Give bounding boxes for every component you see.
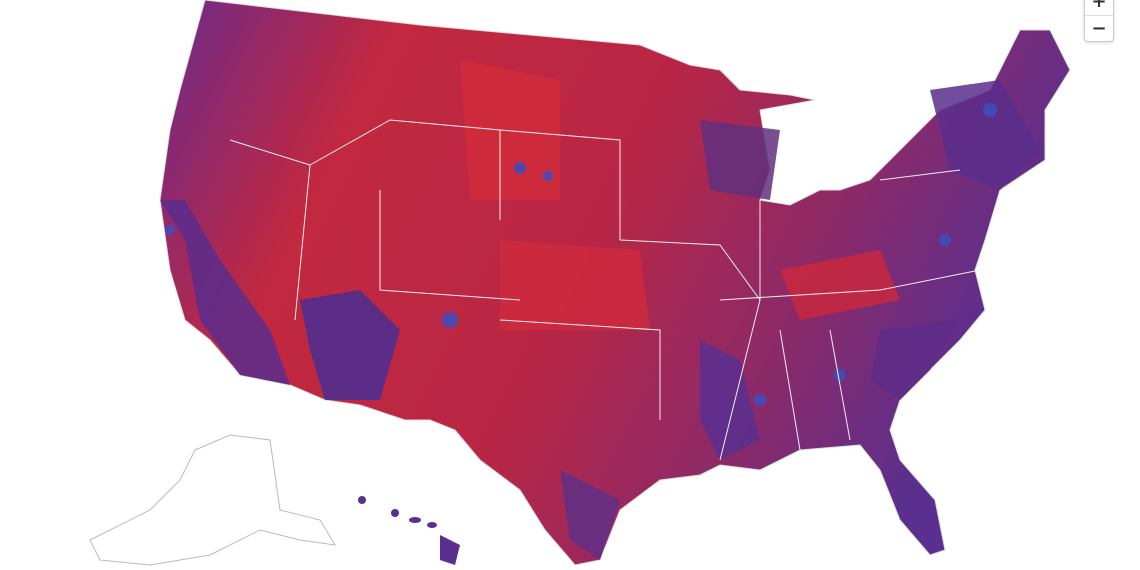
zoom-out-button[interactable]: − [1085,15,1113,42]
zoom-in-button[interactable]: + [1091,0,1107,12]
state-borders [229,119,981,461]
county-patches [160,60,1040,560]
hawaii [358,496,460,565]
zoom-control: + − [1084,0,1114,42]
alaska [89,434,336,566]
